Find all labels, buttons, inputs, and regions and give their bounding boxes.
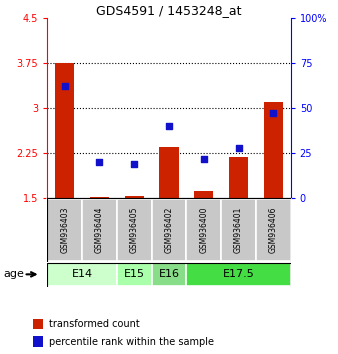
Text: percentile rank within the sample: percentile rank within the sample (49, 337, 214, 347)
Bar (221, 199, 256, 261)
Text: transformed count: transformed count (49, 319, 139, 329)
Text: age: age (3, 269, 24, 279)
Text: GSM936406: GSM936406 (269, 207, 278, 253)
Bar (33, 336, 44, 347)
Title: GDS4591 / 1453248_at: GDS4591 / 1453248_at (96, 4, 242, 17)
Bar (160, 147, 178, 198)
Text: GSM936405: GSM936405 (130, 207, 139, 253)
Text: E16: E16 (159, 269, 179, 279)
Bar (117, 199, 151, 261)
Bar (256, 199, 291, 261)
Text: GSM936403: GSM936403 (60, 207, 69, 253)
Bar (264, 102, 283, 198)
Bar (47, 263, 117, 285)
Bar (90, 197, 109, 198)
Bar (187, 199, 221, 261)
Bar (117, 263, 151, 285)
Bar (187, 263, 291, 285)
Bar (194, 191, 213, 198)
Point (97, 159, 102, 165)
Bar (125, 196, 144, 198)
Text: GSM936400: GSM936400 (199, 207, 208, 253)
Point (166, 123, 172, 129)
Bar (33, 319, 44, 329)
Text: E17.5: E17.5 (223, 269, 255, 279)
Text: GSM936404: GSM936404 (95, 207, 104, 253)
Text: GSM936402: GSM936402 (165, 207, 173, 253)
Text: GSM936401: GSM936401 (234, 207, 243, 253)
Text: E15: E15 (124, 269, 145, 279)
Point (236, 145, 241, 150)
Text: E14: E14 (72, 269, 93, 279)
Bar (152, 199, 186, 261)
Bar (152, 263, 186, 285)
Bar (229, 157, 248, 198)
Point (201, 156, 207, 161)
Bar (47, 199, 82, 261)
Point (62, 84, 67, 89)
Point (131, 161, 137, 167)
Bar (82, 199, 117, 261)
Point (271, 110, 276, 116)
Bar (55, 63, 74, 198)
